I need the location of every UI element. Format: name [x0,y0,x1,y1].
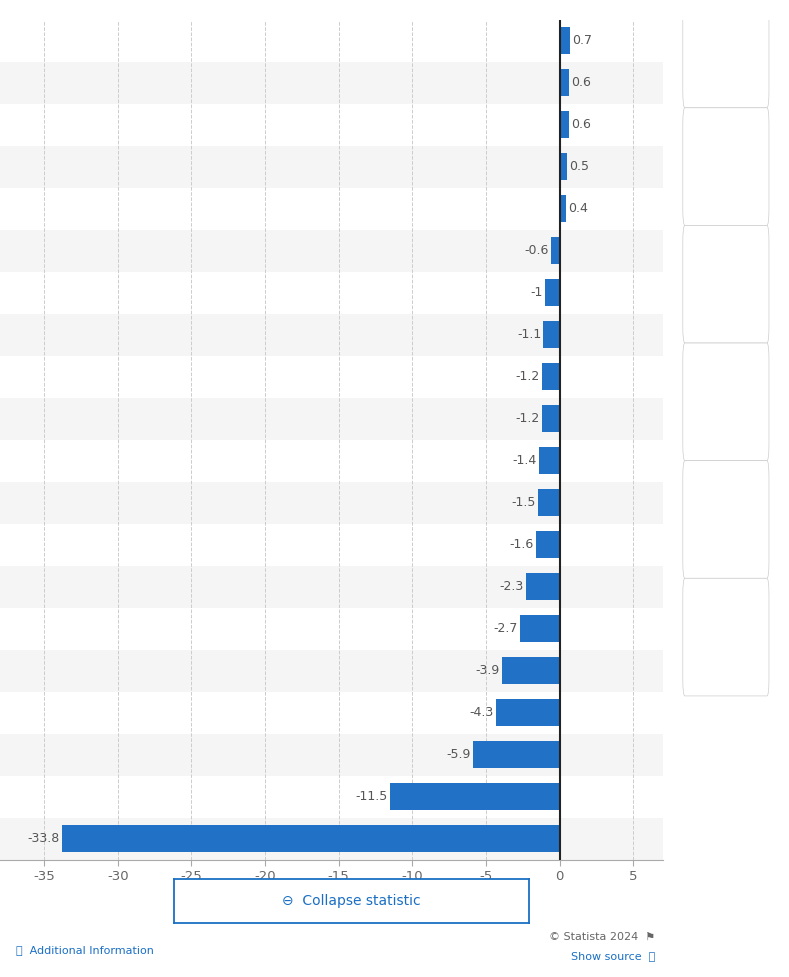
Text: -1.6: -1.6 [510,538,534,551]
Text: 0.7: 0.7 [572,34,593,47]
Bar [559,27,570,54]
Bar [0,272,707,314]
Text: -1.4: -1.4 [513,454,537,467]
Bar [473,742,559,768]
Text: 0.5: 0.5 [569,160,589,173]
FancyBboxPatch shape [682,107,769,226]
Bar [559,111,569,138]
Bar [542,405,559,432]
Bar [545,279,559,306]
Bar [0,356,707,398]
FancyBboxPatch shape [682,0,769,107]
Bar [520,616,559,642]
Text: -0.6: -0.6 [524,244,548,257]
Bar [559,153,567,180]
Text: -2.7: -2.7 [493,622,518,635]
Bar [0,608,707,650]
FancyBboxPatch shape [682,461,769,578]
Bar [0,188,707,230]
Bar [537,489,559,516]
Bar [551,237,559,264]
FancyBboxPatch shape [682,578,769,696]
Bar [536,531,559,558]
FancyBboxPatch shape [682,343,769,460]
Text: 0.6: 0.6 [570,118,591,131]
Text: 0.4: 0.4 [568,202,588,215]
Bar [0,650,707,692]
Text: Show source  ⓘ: Show source ⓘ [570,952,655,961]
Bar [0,440,707,482]
Text: -11.5: -11.5 [356,790,388,803]
Text: -1.1: -1.1 [517,328,541,341]
Bar [0,566,707,608]
Bar [0,146,707,188]
Text: -5.9: -5.9 [447,748,470,761]
Text: ⊖  Collapse statistic: ⊖ Collapse statistic [282,894,421,909]
Bar [0,482,707,524]
Bar [391,784,559,810]
X-axis label: Ratio of customers gained/(lost): Ratio of customers gained/(lost) [231,891,432,905]
Text: -3.9: -3.9 [476,664,500,677]
Bar [0,104,707,146]
Bar [559,195,566,222]
Bar [0,776,707,818]
Bar [539,447,559,474]
Bar [0,818,707,860]
Text: -33.8: -33.8 [28,832,60,845]
Text: ⓘ  Additional Information: ⓘ Additional Information [16,945,154,955]
Text: -1.2: -1.2 [515,370,540,383]
Bar [0,314,707,356]
Bar [496,700,559,726]
Bar [525,573,559,600]
Bar [503,658,559,684]
Text: -1.2: -1.2 [515,412,540,425]
Bar [542,363,559,390]
Bar [0,398,707,440]
Text: © Statista 2024  ⚑: © Statista 2024 ⚑ [548,932,655,942]
Bar [0,62,707,104]
Text: -2.3: -2.3 [499,580,524,593]
Bar [0,734,707,776]
Bar [559,69,569,96]
Bar [0,524,707,566]
Text: 0.6: 0.6 [570,76,591,89]
Text: -1: -1 [530,286,543,299]
Bar [544,321,559,348]
Bar [0,692,707,734]
FancyBboxPatch shape [682,226,769,343]
Bar [62,826,559,852]
Bar [0,230,707,272]
Bar [0,20,707,62]
Text: -4.3: -4.3 [470,706,494,719]
Text: -1.5: -1.5 [511,496,536,509]
